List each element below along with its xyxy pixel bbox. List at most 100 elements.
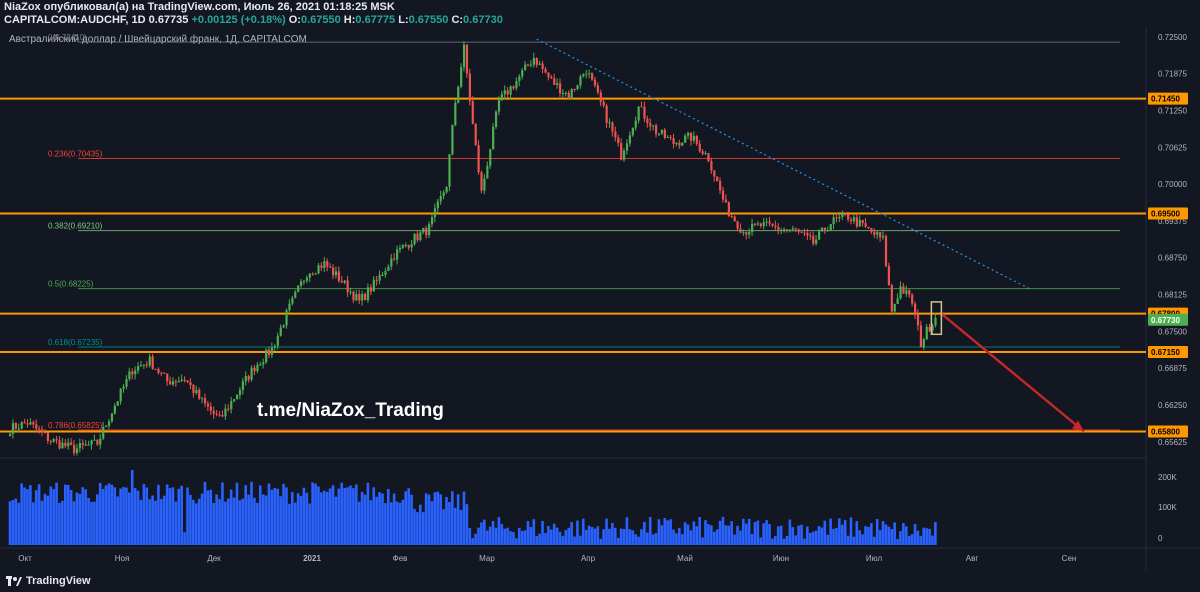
- candle-body: [707, 153, 710, 162]
- volume-bar: [389, 502, 393, 545]
- candle-body: [905, 290, 908, 294]
- candle-body: [221, 415, 224, 417]
- candle-body: [730, 216, 733, 218]
- price-chart[interactable]: Австралийский доллар / Швейцарский франк…: [0, 0, 1200, 571]
- candle-body: [451, 125, 454, 155]
- candle-body: [413, 233, 416, 245]
- volume-bar: [139, 499, 143, 545]
- volume-bar: [849, 517, 853, 545]
- volume-bar: [736, 525, 739, 545]
- volume-bar: [125, 487, 128, 545]
- candle-body: [689, 132, 693, 141]
- candle-body: [224, 408, 227, 417]
- fibonacci-retracement[interactable]: 0(0.72410) 0.236(0.70435) 0.382(0.69210) 0.…: [48, 33, 1120, 431]
- volume-bar: [413, 508, 416, 545]
- volume-bar: [58, 502, 61, 545]
- fib-label-0.786: 0.786(0.65825): [48, 421, 103, 430]
- candle-body: [276, 335, 279, 346]
- candle-body: [375, 279, 378, 281]
- volume-tick-label: 200K: [1158, 473, 1177, 482]
- volume-bar: [235, 482, 239, 545]
- volume-bar: [96, 494, 99, 545]
- ohlc-l-label: L:: [398, 14, 409, 26]
- candle-body: [914, 303, 917, 314]
- volume-bar: [375, 496, 378, 545]
- volume-bar: [881, 521, 885, 545]
- volume-bar: [692, 521, 696, 545]
- volume-bar: [564, 529, 568, 545]
- volume-bar: [538, 533, 541, 545]
- candle-body: [407, 244, 410, 248]
- drawings[interactable]: [536, 38, 1085, 433]
- candle-body: [884, 236, 888, 267]
- volume-bar: [852, 536, 856, 545]
- time-axis[interactable]: Окт Ноя Дек 2021 Фев Мар Апр Май Июн Июл Авг Сен: [18, 554, 1076, 563]
- candle-body: [250, 367, 253, 380]
- volume-bar: [561, 536, 565, 545]
- candle-body: [573, 88, 576, 90]
- candle-body: [233, 399, 236, 402]
- volume-bar: [931, 535, 934, 545]
- time-tick-label: Ноя: [115, 554, 130, 563]
- candle-body: [669, 137, 672, 139]
- tradingview-logo[interactable]: TradingView: [6, 575, 91, 587]
- candle-body: [550, 77, 553, 79]
- symbol-label[interactable]: CAPITALCOM:AUDCHF, 1D: [4, 14, 146, 26]
- volume-bar: [855, 521, 859, 545]
- candle-body: [244, 375, 247, 382]
- candle-body: [209, 406, 212, 411]
- volume-bar: [832, 528, 835, 545]
- volume-bar: [829, 518, 832, 545]
- volume-bar: [474, 533, 477, 545]
- volume-bar: [81, 487, 85, 545]
- candle-body: [192, 385, 195, 394]
- candle-body: [259, 364, 262, 366]
- candle-body: [492, 126, 495, 150]
- candle-body: [151, 356, 154, 369]
- volume-bar: [526, 521, 530, 545]
- volume-bar: [305, 492, 309, 545]
- candle-body: [26, 423, 29, 425]
- price-tick-label: 0.66250: [1158, 401, 1187, 410]
- candle-body: [710, 161, 713, 171]
- volume-bar: [509, 531, 512, 545]
- candle-body: [297, 285, 300, 292]
- volume-bar: [814, 530, 818, 545]
- candle-body: [611, 122, 614, 132]
- candle-body: [817, 231, 821, 240]
- volume-bar: [512, 531, 515, 545]
- candle-body: [870, 227, 873, 232]
- volume-bar: [680, 534, 684, 545]
- candle-body: [713, 170, 716, 177]
- time-tick-label: Дек: [207, 554, 221, 563]
- volume-bar: [229, 489, 233, 545]
- candle-body: [759, 223, 762, 226]
- volume-bar: [407, 488, 410, 545]
- volume-bar: [293, 502, 297, 545]
- horizontal-levels[interactable]: [0, 97, 1146, 433]
- price-label-bg: [1148, 313, 1188, 326]
- volume-bar: [325, 491, 329, 545]
- candle-body: [678, 142, 681, 146]
- volume-bar: [797, 525, 800, 545]
- volume-bar: [616, 537, 620, 545]
- candle-body: [649, 123, 652, 127]
- volume-bar: [491, 520, 495, 545]
- candle-body: [791, 228, 794, 230]
- candle-body: [308, 273, 311, 278]
- candle-body: [372, 279, 375, 292]
- volume-bar: [55, 482, 58, 545]
- candle-body: [692, 135, 696, 141]
- volume-bar: [23, 487, 26, 545]
- volume-bar: [209, 489, 213, 545]
- candle-body: [302, 280, 306, 282]
- price-axis[interactable]: 0.72500 0.71875 0.71250 0.70625 0.70000 0.693…: [1148, 33, 1188, 447]
- candle-body: [9, 433, 12, 437]
- candle-body: [166, 373, 169, 382]
- candle-body: [876, 232, 879, 235]
- candle-body: [896, 298, 899, 304]
- candle-body: [911, 294, 914, 304]
- volume-bar: [148, 499, 151, 545]
- volume-bar: [541, 521, 544, 545]
- volume-bar: [20, 483, 23, 545]
